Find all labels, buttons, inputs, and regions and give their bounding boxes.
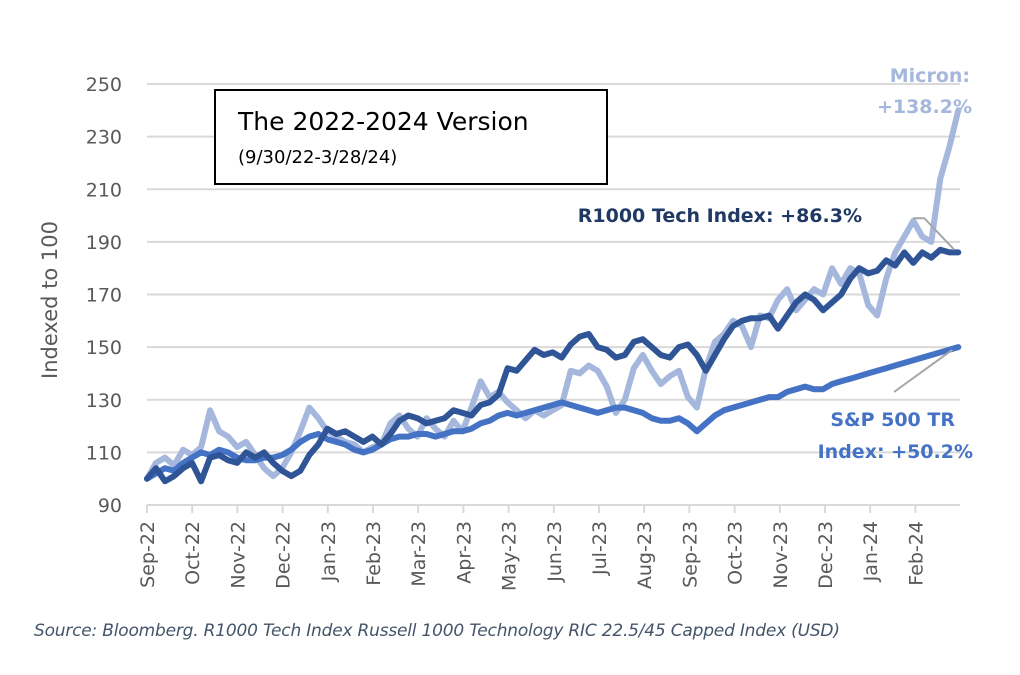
x-tick-label: Jul-23	[589, 521, 611, 576]
chart-title-box: The 2022-2024 Version (9/30/22-3/28/24)	[214, 89, 608, 185]
x-tick-label: Feb-23	[363, 521, 385, 586]
y-tick-label: 110	[86, 442, 122, 464]
x-tick-label: Aug-23	[634, 521, 656, 589]
annotation-sp500-return: Index: +50.2%	[818, 441, 973, 463]
leader-line-micron	[913, 217, 956, 251]
x-tick-label: Oct-22	[182, 521, 204, 585]
y-tick-label: 250	[86, 74, 122, 96]
chart-title: The 2022-2024 Version	[238, 107, 529, 136]
y-tick-label: 230	[86, 127, 122, 149]
x-tick-label: Nov-23	[770, 521, 792, 589]
x-tick-label: Sep-22	[137, 521, 159, 588]
series-line-r1000-tech-index	[144, 246, 962, 485]
x-tick-label: Mar-23	[408, 521, 430, 587]
y-tick-label: 150	[86, 337, 122, 359]
source-note: Source: Bloomberg. R1000 Tech Index Russ…	[34, 621, 840, 641]
series-line-s-p-500-tr-index	[144, 344, 962, 482]
series-lines	[144, 107, 962, 485]
x-tick-label: Jan-23	[318, 521, 340, 582]
x-axis: Sep-22 Oct-22 Nov-22 Dec-22 Jan-23 Feb-23 Mar-…	[137, 504, 960, 591]
x-tick-label: May-23	[499, 521, 521, 591]
annotation-r1000: R1000 Tech Index: +86.3%	[578, 205, 862, 227]
x-tick-label: Feb-24	[905, 521, 927, 586]
y-tick-label: 90	[98, 495, 122, 517]
y-axis-title: Indexed to 100	[38, 221, 62, 379]
x-tick-label: Sep-23	[679, 521, 701, 588]
y-tick-label: 130	[86, 390, 122, 412]
y-tick-label: 190	[86, 232, 122, 254]
x-tick-label: Dec-23	[815, 521, 837, 589]
leader-lines	[893, 217, 956, 393]
x-tick-label: Dec-22	[273, 521, 295, 589]
x-tick-label: Nov-22	[227, 521, 249, 589]
x-tick-label: Apr-23	[453, 521, 475, 584]
annotation-micron-name: Micron:	[890, 65, 970, 87]
x-tick-label: Jun-23	[544, 521, 566, 583]
chart-subtitle: (9/30/22-3/28/24)	[238, 147, 398, 168]
y-axis-ticks: 90 110 130 150 170 190 210 230 250	[86, 74, 122, 517]
y-tick-label: 210	[86, 179, 122, 201]
leader-line-sp500	[893, 348, 953, 393]
annotation-micron-return: +138.2%	[877, 96, 972, 118]
annotation-sp500-name: S&P 500 TR	[830, 409, 955, 431]
x-tick-label: Jan-24	[860, 521, 882, 582]
x-tick-label: Oct-23	[725, 521, 747, 585]
y-tick-label: 170	[86, 285, 122, 307]
